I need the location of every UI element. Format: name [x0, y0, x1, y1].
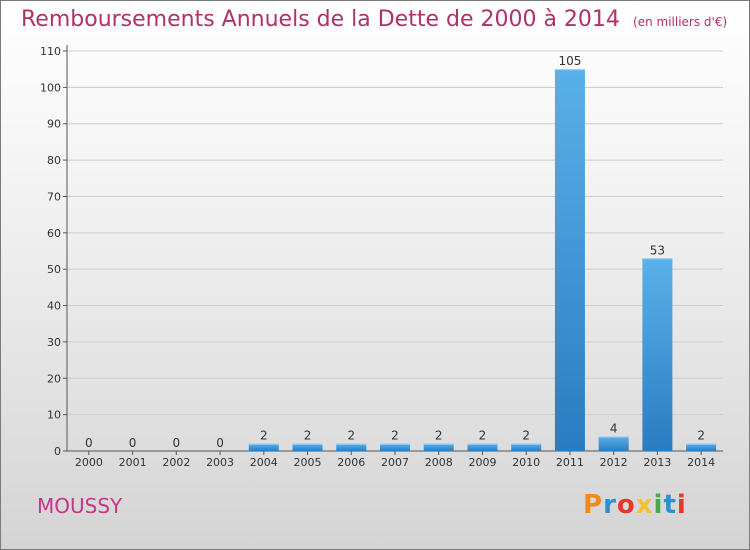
y-tick-label: 100 [40, 81, 61, 94]
bar-top-highlight [598, 436, 629, 438]
y-tick-label: 70 [47, 190, 61, 203]
value-label: 53 [650, 243, 665, 257]
value-label: 0 [129, 436, 137, 450]
y-tick-label: 50 [47, 263, 61, 276]
x-tick-label: 2011 [556, 456, 584, 469]
x-tick-label: 2013 [643, 456, 671, 469]
bar [467, 443, 498, 451]
title-row: Remboursements Annuels de la Dette de 20… [21, 7, 727, 32]
x-tick-label: 2006 [337, 456, 365, 469]
brand-letter: P [583, 490, 604, 520]
bar-top-highlight [380, 443, 410, 445]
bar-top-highlight [554, 69, 585, 71]
x-tick-label: 2003 [206, 456, 234, 469]
y-tick-label: 110 [40, 45, 61, 58]
y-tick-label: 30 [47, 336, 61, 349]
value-label: 2 [522, 429, 530, 443]
x-tick-label: 2004 [250, 456, 278, 469]
value-label: 0 [216, 436, 224, 450]
value-label: 2 [697, 429, 705, 443]
value-label: 2 [347, 429, 355, 443]
y-tick-label: 90 [47, 118, 61, 131]
x-tick-label: 2002 [162, 456, 190, 469]
brand-letter: i [653, 490, 664, 520]
bars [248, 69, 717, 451]
value-label: 2 [260, 429, 268, 443]
bar [292, 443, 323, 451]
value-label: 0 [85, 436, 93, 450]
bar-top-highlight [511, 443, 542, 445]
y-tick-label: 80 [47, 154, 61, 167]
bar [511, 443, 542, 451]
gridlines [67, 50, 723, 416]
value-label: 4 [610, 421, 618, 435]
brand-letter: i [676, 490, 687, 520]
brand-letter: t [663, 490, 677, 520]
bar-top-highlight [292, 443, 323, 445]
x-tick-label: 2007 [381, 456, 409, 469]
bar-top-highlight [336, 443, 367, 445]
axes [63, 45, 723, 455]
bar-top-highlight [686, 443, 717, 445]
bar [686, 443, 717, 451]
bar-top-highlight [423, 443, 454, 445]
bar-top-highlight [248, 443, 279, 445]
bar-top-highlight [467, 443, 498, 445]
x-tick-label: 2009 [468, 456, 496, 469]
y-tick-label: 40 [47, 300, 61, 313]
bar-top-highlight [642, 258, 673, 260]
x-tick-label: 2005 [294, 456, 322, 469]
bar [642, 258, 673, 451]
chart-title: Remboursements Annuels de la Dette de 20… [21, 7, 620, 32]
x-tick-label: 2012 [600, 456, 628, 469]
labels: 0102030405060708090100110020000200102002… [40, 45, 715, 469]
bar [423, 443, 454, 451]
bar [598, 436, 629, 451]
y-tick-label: 0 [54, 445, 61, 458]
x-tick-label: 2000 [75, 456, 103, 469]
x-tick-label: 2010 [512, 456, 540, 469]
y-tick-label: 60 [47, 227, 61, 240]
y-tick-label: 20 [47, 372, 61, 385]
chart-unit: (en milliers d'€) [633, 15, 728, 29]
x-tick-label: 2008 [425, 456, 453, 469]
value-label: 2 [304, 429, 312, 443]
brand-letter: o [616, 490, 636, 520]
bar [336, 443, 367, 451]
x-tick-label: 2014 [687, 456, 715, 469]
y-tick-label: 10 [47, 409, 61, 422]
value-label: 2 [391, 429, 399, 443]
brand-logo: Proxiti [583, 490, 687, 520]
bar [554, 69, 585, 451]
bar [248, 443, 279, 451]
brand-letter: x [635, 490, 654, 520]
city-name: MOUSSY [37, 494, 123, 518]
brand-letter: r [603, 490, 617, 520]
bar [380, 443, 410, 451]
value-label: 2 [479, 429, 487, 443]
value-label: 0 [173, 436, 181, 450]
x-tick-label: 2001 [119, 456, 147, 469]
value-label: 105 [558, 54, 581, 68]
value-label: 2 [435, 429, 443, 443]
